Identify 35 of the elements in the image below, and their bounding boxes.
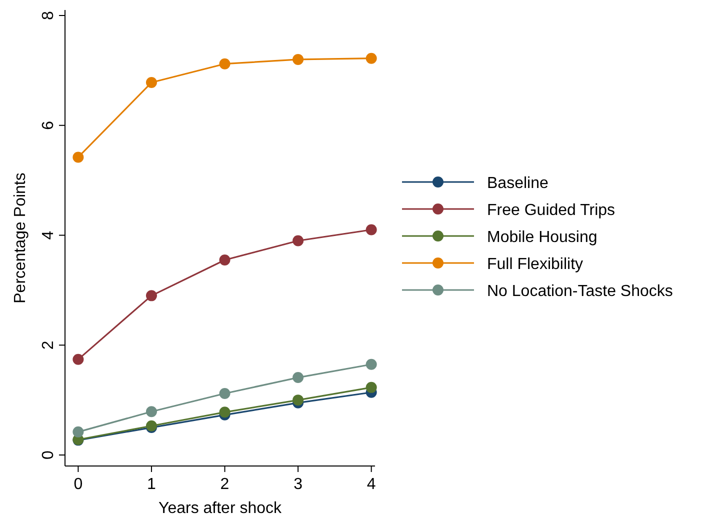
- point: [219, 406, 230, 418]
- y-tick-label: 0: [40, 450, 57, 460]
- x-tick-label: 4: [366, 476, 376, 493]
- point: [146, 290, 157, 302]
- point: [292, 54, 304, 65]
- legend-label: Mobile Housing: [487, 229, 598, 246]
- y-tick-label: 8: [40, 10, 57, 20]
- legend-label: Full Flexibility: [487, 256, 584, 273]
- point: [219, 388, 230, 399]
- x-tick-label: 0: [74, 476, 83, 493]
- point: [366, 358, 377, 370]
- y-tick-label: 2: [40, 340, 57, 350]
- point: [366, 52, 377, 64]
- point: [72, 426, 84, 438]
- legend-label: Baseline: [487, 175, 548, 192]
- x-axis-title: Years after shock: [158, 500, 283, 517]
- point: [292, 372, 304, 384]
- point: [146, 77, 157, 88]
- y-tick-label: 4: [40, 230, 57, 240]
- legend-label: No Location-Taste Shocks: [487, 283, 673, 300]
- y-axis-title: Percentage Points: [12, 172, 29, 304]
- x-tick-label: 2: [220, 476, 230, 493]
- point: [219, 58, 230, 70]
- x-tick-label: 1: [147, 476, 156, 493]
- point: [146, 406, 157, 418]
- point: [292, 235, 304, 246]
- point: [72, 354, 84, 365]
- point: [219, 254, 230, 266]
- x-tick-label: 3: [294, 476, 303, 493]
- point: [366, 224, 377, 236]
- point: [292, 394, 304, 406]
- point: [72, 152, 84, 163]
- legend-label: Free Guided Trips: [487, 202, 616, 219]
- y-tick-label: 6: [40, 120, 57, 130]
- point: [366, 382, 377, 393]
